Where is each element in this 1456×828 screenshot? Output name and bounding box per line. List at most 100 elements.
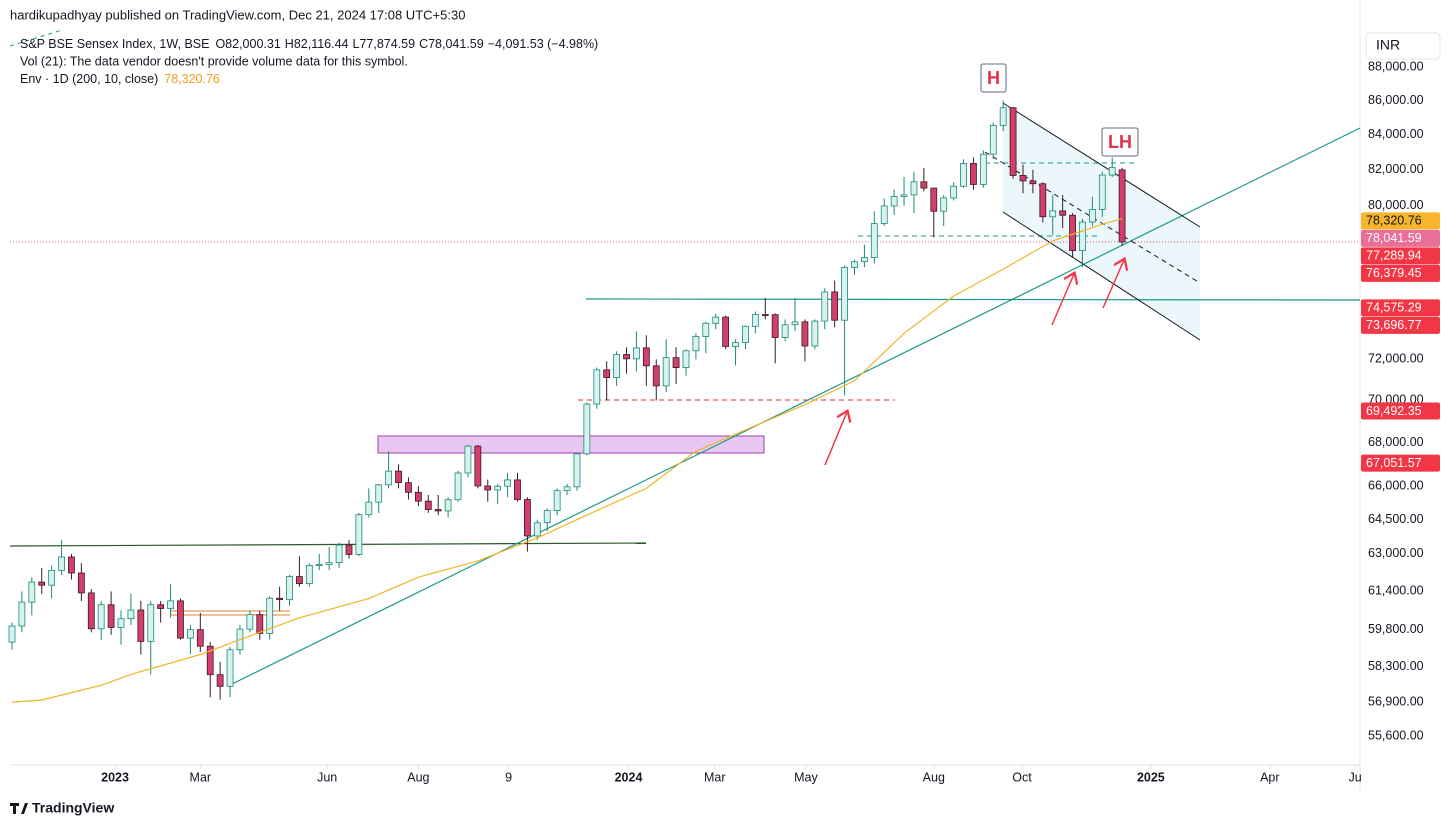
candle-body bbox=[662, 357, 670, 387]
support-line bbox=[9, 542, 647, 547]
x-tick-label: 2025 bbox=[1137, 770, 1165, 784]
legend-symbol: S&P BSE Sensex Index, 1W, BSE O82,000.31 H… bbox=[20, 37, 598, 51]
resistance-line bbox=[585, 298, 1361, 301]
price-badge bbox=[1361, 212, 1440, 230]
candle-body bbox=[1029, 180, 1037, 185]
candle-body bbox=[484, 485, 492, 491]
candle-body bbox=[305, 565, 313, 585]
y-tick-label: 68,000.00 bbox=[1368, 435, 1424, 449]
candle-body bbox=[504, 479, 511, 487]
candle-body bbox=[880, 205, 888, 224]
candle-body bbox=[454, 472, 462, 501]
candle-body bbox=[910, 181, 918, 196]
candle-body bbox=[286, 576, 293, 601]
candle-body bbox=[1039, 183, 1047, 218]
candle-body bbox=[702, 322, 710, 337]
candle-body bbox=[791, 321, 799, 326]
candle-body bbox=[1118, 169, 1126, 243]
candle-body bbox=[950, 185, 958, 199]
candle-body bbox=[157, 604, 165, 609]
candle-body bbox=[18, 601, 26, 627]
x-tick-label: Apr bbox=[1260, 770, 1279, 784]
candle-body bbox=[712, 316, 720, 324]
x-tick-label: Oct bbox=[1012, 770, 1032, 784]
price-badge-label: 67,051.57 bbox=[1366, 456, 1422, 470]
candle-body bbox=[543, 510, 551, 524]
y-tick-label: 64,500.00 bbox=[1368, 512, 1424, 526]
candle-body bbox=[821, 291, 829, 322]
candle-body bbox=[464, 445, 472, 474]
candle-body bbox=[1079, 221, 1086, 252]
candle-body bbox=[315, 564, 323, 566]
indicator-name: Env · 1D (200, 10, close) bbox=[20, 72, 158, 86]
candle-body bbox=[68, 556, 75, 574]
x-tick-label: Ju bbox=[1348, 770, 1361, 784]
candle-body bbox=[573, 453, 581, 488]
channel-lower bbox=[1002, 211, 1201, 341]
candle-body bbox=[900, 194, 908, 197]
candle-body bbox=[593, 369, 601, 405]
candle-body bbox=[414, 491, 422, 502]
published-line: hardikupadhyay published on TradingView.… bbox=[10, 7, 465, 22]
annotation-box bbox=[1101, 127, 1139, 157]
candle-body bbox=[672, 357, 680, 368]
legend-indicator: Env · 1D (200, 10, close) 78,320.76 bbox=[20, 72, 220, 86]
candle-body bbox=[8, 625, 16, 643]
y-tick-label: 55,600.00 bbox=[1368, 728, 1424, 742]
candle-body bbox=[87, 592, 95, 630]
candle-body bbox=[771, 314, 779, 338]
x-tick-label: May bbox=[794, 770, 818, 784]
currency: INR bbox=[1376, 37, 1400, 53]
candle-body bbox=[177, 600, 184, 639]
price-badge-label: 74,575.29 bbox=[1366, 301, 1422, 315]
candles bbox=[8, 100, 1126, 703]
candle-body bbox=[206, 645, 214, 676]
price-badge-label: 78,320.76 bbox=[1366, 214, 1422, 228]
candle-body bbox=[524, 499, 531, 537]
candle-body bbox=[999, 107, 1007, 126]
candle-body bbox=[196, 629, 204, 647]
candle-body bbox=[444, 499, 452, 512]
candle-body bbox=[256, 614, 264, 634]
x-tick-label: Jun bbox=[317, 770, 337, 784]
ohlc: O82,000.31 bbox=[215, 37, 280, 51]
candle-body bbox=[1088, 209, 1096, 223]
candle-body bbox=[38, 581, 46, 586]
candle-body bbox=[801, 321, 809, 347]
candle-body bbox=[266, 597, 274, 634]
candle-body bbox=[613, 354, 621, 378]
candle-body bbox=[742, 325, 749, 344]
candle-body bbox=[1108, 167, 1116, 176]
candle-body bbox=[97, 604, 105, 630]
y-tick-label: 72,000.00 bbox=[1368, 352, 1424, 366]
currency-box[interactable] bbox=[1365, 32, 1441, 60]
price-badge-label: 76,379.45 bbox=[1366, 266, 1422, 280]
candle-body bbox=[325, 562, 333, 565]
candle-body bbox=[395, 470, 402, 484]
candle-body bbox=[722, 316, 730, 347]
candle-body bbox=[533, 522, 541, 537]
price-badge-label: 73,696.77 bbox=[1366, 318, 1422, 332]
candle-body bbox=[851, 261, 858, 268]
candle-body bbox=[474, 445, 482, 487]
price-badge bbox=[1361, 229, 1440, 247]
candle-body bbox=[167, 600, 174, 609]
price-badge-label: 78,041.59 bbox=[1366, 231, 1422, 245]
price-badge bbox=[1361, 247, 1440, 265]
candle-body bbox=[77, 572, 85, 594]
y-tick-label: 59,800.00 bbox=[1368, 622, 1424, 636]
candle-body bbox=[633, 347, 640, 360]
annotation-label: LH bbox=[1108, 132, 1132, 152]
annotation-box bbox=[980, 63, 1007, 93]
logo: TradingView bbox=[32, 800, 114, 816]
candle-body bbox=[345, 544, 353, 555]
price-badge-label: 77,289.94 bbox=[1366, 249, 1422, 263]
logo-icon bbox=[10, 803, 28, 814]
candle-body bbox=[841, 266, 848, 321]
price-badge bbox=[1361, 454, 1440, 472]
x-tick-label: 9 bbox=[505, 770, 512, 784]
candle-body bbox=[494, 485, 502, 491]
candle-body bbox=[28, 581, 36, 603]
candle-body bbox=[1098, 174, 1106, 210]
candle-body bbox=[1059, 210, 1067, 216]
